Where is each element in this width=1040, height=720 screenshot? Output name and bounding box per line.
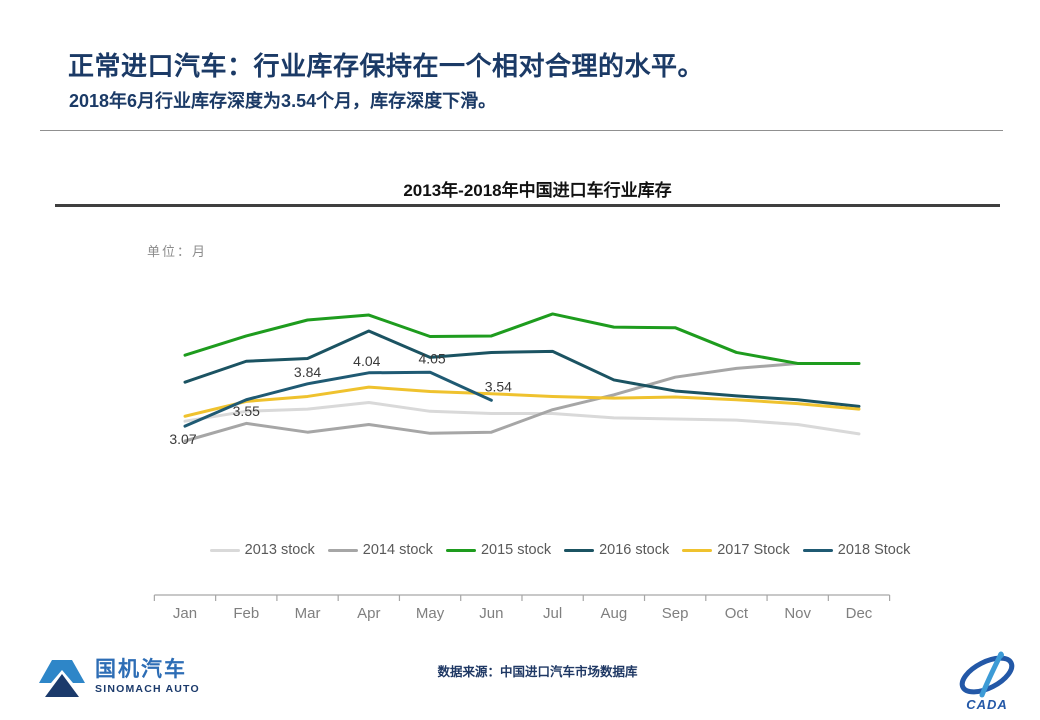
legend-swatch (445, 548, 476, 552)
x-axis-label: Apr (357, 605, 380, 622)
data-label: 4.05 (418, 350, 445, 366)
x-axis-label: May (416, 605, 445, 622)
legend-item-2013-stock: 2013 stock (209, 542, 315, 558)
legend-swatch (682, 548, 713, 552)
legend-swatch (564, 548, 595, 552)
series-line-2018-stock (183, 370, 493, 428)
chart-title: 2013年-2018年中国进口车行业库存 (403, 181, 672, 200)
sinomach-logo-cn-text: 国机汽车 (95, 658, 187, 682)
legend-swatch (209, 548, 240, 552)
data-label: 4.04 (353, 353, 380, 369)
x-axis-label: Sep (662, 605, 689, 622)
sinomach-logo: 国机汽车 SINOMACH AUTO (38, 655, 200, 699)
legend-label: 2017 Stock (717, 542, 790, 558)
x-axis-label: Nov (784, 605, 811, 622)
x-axis-label: Feb (233, 605, 259, 622)
data-label: 3.07 (169, 431, 196, 447)
chart-title-divider (55, 204, 1000, 207)
legend-item-2014-stock: 2014 stock (327, 542, 433, 558)
legend-swatch (327, 548, 358, 552)
cada-swoosh-icon: CADA (959, 651, 1015, 712)
x-axis-label: Jan (173, 605, 197, 622)
x-axis-label: Aug (601, 605, 628, 622)
x-axis-label: Dec (846, 605, 873, 622)
series-line-2013-stock (183, 401, 861, 436)
unit-label: 单位：月 (147, 244, 208, 259)
legend-label: 2013 stock (244, 542, 315, 558)
series-line-2017-stock (183, 385, 861, 418)
cada-logo-text: CADA (966, 697, 1008, 712)
chart-legend: 2013 stock 2014 stock 2015 stock 2016 stock… (150, 542, 970, 558)
sinomach-logo-en-text: SINOMACH AUTO (95, 682, 200, 695)
data-label: 3.84 (294, 364, 321, 380)
data-label: 3.54 (485, 378, 512, 394)
x-axis-label: Oct (725, 605, 749, 622)
x-axis-label: Jun (479, 605, 503, 622)
legend-label: 2016 stock (599, 542, 670, 558)
legend-item-2017-stock: 2017 Stock (682, 542, 790, 558)
legend-item-2015-stock: 2015 stock (445, 542, 552, 558)
series-line-2015-stock (183, 312, 861, 365)
data-label: 3.55 (233, 403, 260, 419)
page-subtitle: 2018年6月行业库存深度为3.54个月，库存深度下滑。 (69, 91, 497, 111)
sinomach-mountain-icon (39, 660, 85, 697)
series-line-2016-stock (183, 329, 861, 408)
data-source: 数据来源：中国进口汽车市场数据库 (437, 665, 638, 679)
legend-label: 2014 stock (362, 542, 433, 558)
legend-item-2018-stock: 2018 Stock (802, 542, 911, 558)
header-divider (40, 130, 1003, 131)
page-title: 正常进口汽车：行业库存保持在一个相对合理的水平。 (68, 51, 705, 81)
legend-label: 2018 Stock (837, 542, 911, 558)
legend-item-2016-stock: 2016 stock (564, 542, 669, 558)
x-axis-label: Mar (295, 605, 321, 622)
series-line-2014-stock (183, 361, 861, 443)
x-axis-label: Jul (543, 605, 562, 622)
legend-swatch (802, 548, 833, 552)
legend-label: 2015 stock (480, 542, 552, 558)
cada-logo: CADA (952, 650, 1022, 719)
